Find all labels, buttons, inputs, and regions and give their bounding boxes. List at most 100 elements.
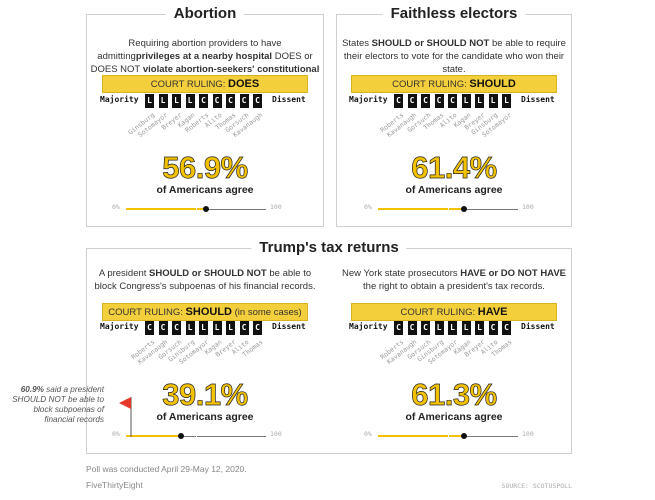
question-text: States SHOULD or SHOULD NOT be able to r… — [339, 37, 569, 76]
question-text: New York state prosecutors HAVE or DO NO… — [339, 267, 569, 293]
question-part: the right to obtain a president's tax re… — [363, 281, 545, 292]
majority-vote-box: L — [185, 94, 195, 108]
scale-marker — [202, 206, 209, 212]
scale-max-label: 100 — [522, 430, 534, 438]
question-emphasis: SHOULD or SHOULD NOT — [149, 268, 267, 279]
majority-vote-box: L — [461, 94, 471, 108]
ruling-suffix: (in some cases) — [232, 307, 302, 318]
dissent-vote-box: C — [239, 94, 249, 108]
scale-midpoint — [196, 204, 197, 214]
majority-vote-box: C — [394, 94, 403, 108]
scale-fill — [126, 208, 206, 210]
majority-vote-box: C — [199, 94, 208, 108]
ruling-prefix: COURT RULING: — [392, 79, 470, 90]
majority-vote-box: C — [421, 94, 430, 108]
agree-label: of Americans agree — [156, 411, 254, 423]
vote-row: Majority Dissent C Roberts C Kavanaugh C Gorsuc… — [100, 321, 310, 366]
question-part: New York state prosecutors — [341, 268, 461, 279]
dissent-vote-box: C — [226, 94, 235, 108]
scale-midpoint — [448, 204, 449, 214]
majority-vote-box: L — [212, 321, 222, 335]
majority-vote-box: L — [461, 321, 471, 335]
agreement-scale: 0% 100 — [364, 203, 538, 215]
majority-vote-box: L — [199, 321, 208, 335]
dissent-vote-box: C — [488, 321, 498, 335]
dissent-label: Dissent — [521, 95, 555, 104]
question-part: A president — [98, 268, 150, 279]
panel-tax-returns: Trump's tax returns — [86, 239, 572, 454]
majority-vote-box: L — [502, 94, 511, 108]
scale-fill — [378, 435, 464, 437]
majority-vote-box: L — [475, 94, 484, 108]
annotation-bold: 60.9% — [20, 385, 44, 394]
flag-shape — [119, 397, 131, 409]
scale-min-label: 0% — [364, 203, 372, 211]
ruling-value: HAVE — [477, 306, 508, 318]
ruling-prefix: COURT RULING: — [108, 307, 186, 318]
dissent-label: Dissent — [272, 95, 306, 104]
percent-agree-value: 39.1% — [162, 377, 249, 413]
majority-vote-box: L — [145, 94, 154, 108]
scale-midpoint — [448, 431, 449, 441]
majority-vote-box: C — [145, 321, 154, 335]
majority-label: Majority — [349, 322, 388, 331]
scale-fill — [126, 435, 181, 437]
majority-label: Majority — [100, 322, 139, 331]
agreement-scale: 0% 100 — [364, 430, 538, 442]
majority-vote-box: C — [421, 321, 430, 335]
source-note: SOURCE: SCOTUSPOLL — [501, 482, 572, 490]
majority-vote-box: L — [185, 321, 195, 335]
question-part: States — [342, 38, 372, 49]
agree-label: of Americans agree — [405, 184, 503, 196]
question-part: be able to block Congress's subpoenas of… — [94, 268, 316, 292]
scale-max-label: 100 — [522, 203, 534, 211]
scale-marker — [460, 433, 467, 439]
question-emphasis: HAVE or DO NOT HAVE — [460, 268, 567, 279]
dissent-vote-box: C — [502, 321, 511, 335]
ruling-prefix: COURT RULING: — [150, 79, 229, 90]
vote-row: Majority Dissent C Roberts C Kavanaugh C Gorsuc… — [349, 94, 559, 139]
agree-label: of Americans agree — [405, 411, 503, 423]
panel-abortion: Abortion — [86, 5, 324, 227]
scale-marker — [177, 433, 184, 439]
majority-label: Majority — [100, 95, 139, 104]
percent-agree-value: 56.9% — [162, 150, 249, 186]
majority-vote-box: C — [158, 321, 168, 335]
question-text: A president SHOULD or SHOULD NOT be able… — [90, 267, 320, 293]
court-ruling-banner: COURT RULING: SHOULD (in some cases) — [102, 303, 308, 321]
dissent-vote-box: C — [253, 321, 262, 335]
question-emphasis: SHOULD or SHOULD NOT — [371, 38, 490, 49]
question-part: Requiring abortion providers to have adm… — [97, 38, 282, 62]
panel-title: Abortion — [165, 5, 245, 22]
majority-vote-box: L — [158, 94, 168, 108]
agreement-scale: 0% 100 — [112, 203, 286, 215]
scale-min-label: 0% — [112, 430, 120, 438]
majority-vote-box: L — [475, 321, 484, 335]
flag-icon — [119, 397, 132, 437]
annotation-rest: said a president SHOULD NOT be able to b… — [12, 385, 104, 424]
majority-vote-box: C — [434, 94, 444, 108]
scale-min-label: 0% — [364, 430, 372, 438]
majority-vote-box: L — [226, 321, 235, 335]
panel-faithless-electors: Faithless electors — [336, 5, 572, 227]
majority-vote-box: L — [488, 94, 498, 108]
majority-vote-box: C — [407, 94, 417, 108]
scale-min-label: 0% — [112, 203, 120, 211]
scale-max-label: 100 — [270, 203, 282, 211]
majority-vote-box: L — [172, 94, 181, 108]
court-ruling-banner: COURT RULING: DOES — [102, 75, 308, 93]
court-ruling-banner: COURT RULING: SHOULD — [351, 75, 557, 93]
majority-vote-box: C — [394, 321, 403, 335]
percent-agree-value: 61.4% — [411, 150, 498, 186]
dissent-vote-box: C — [212, 94, 222, 108]
majority-vote-box: C — [448, 94, 457, 108]
scale-marker — [460, 206, 467, 212]
question-emphasis: privileges at a nearby hospital — [135, 51, 275, 62]
dissent-label: Dissent — [272, 322, 306, 331]
majority-vote-box: L — [434, 321, 444, 335]
majority-vote-box: C — [172, 321, 181, 335]
scale-fill — [378, 208, 464, 210]
ruling-value: SHOULD — [185, 306, 232, 318]
ruling-value: DOES — [228, 78, 260, 90]
dissent-label: Dissent — [521, 322, 555, 331]
